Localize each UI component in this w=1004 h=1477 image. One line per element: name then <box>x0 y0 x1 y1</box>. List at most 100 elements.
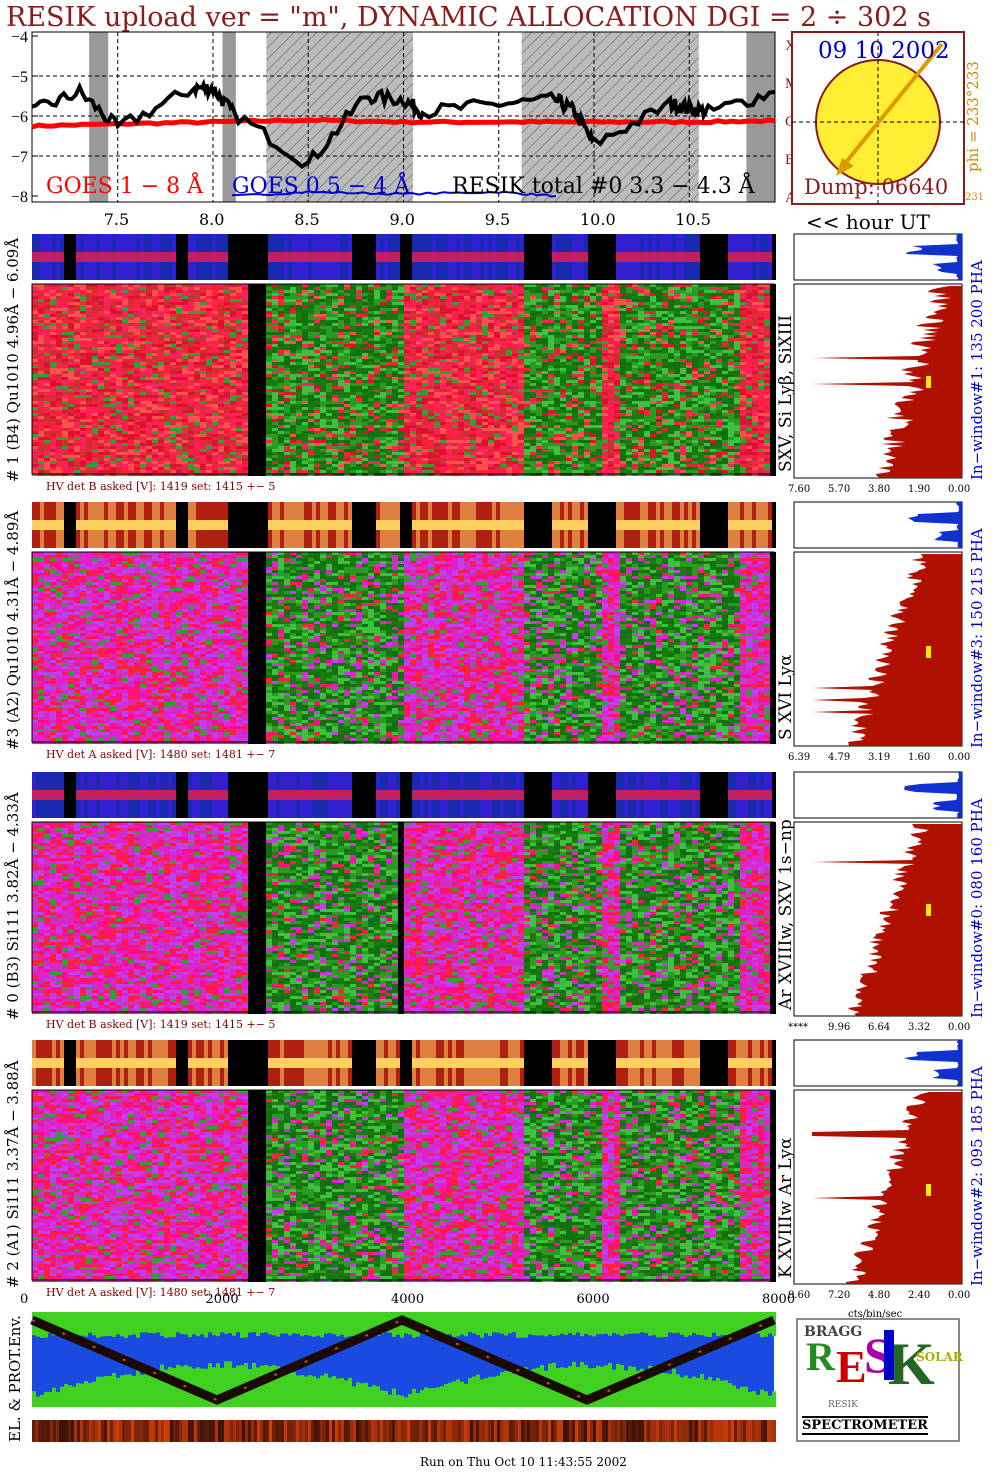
hist-axis-label: 6.39 <box>788 752 810 763</box>
bottom-tick-label: 6000 <box>577 1292 610 1307</box>
hv-label: HV det A asked [V]: 1480 set: 1481 +− 7 <box>46 748 275 761</box>
shaded-interval <box>89 32 109 202</box>
hist-axis-label: 2.40 <box>908 1290 930 1301</box>
hist-axis-label: 3.19 <box>868 752 890 763</box>
channel-label: # 0 (B3) Si111 3.82Å − 4.33Å <box>4 792 22 1020</box>
shaded-interval <box>746 32 775 202</box>
channel-ch0: HV det B asked [V]: 1419 set: 1415 +− 5 #… <box>0 771 1004 1042</box>
channel-strip <box>32 502 776 548</box>
lines-label: K XVIIIw Ar Lyα <box>776 1138 796 1278</box>
lines-label: S XVI Lyα <box>776 654 796 740</box>
x-tick-label: 7.5 <box>104 210 129 229</box>
hist-axis-label: 7.60 <box>788 484 810 495</box>
sun-panel: 09 10 2002 Dump: 06640 <box>791 31 965 205</box>
goes-chart: −4−5−6−7−8XMCBA <box>11 29 798 206</box>
hist-axis-label: 5.70 <box>828 484 850 495</box>
channel-ch3: HV det A asked [V]: 1480 set: 1481 +− 7 #… <box>0 501 1004 772</box>
window-label: In−window#1: 135 200 PHA <box>968 260 986 480</box>
channel-spectrogram <box>31 551 776 744</box>
sun-disk <box>791 31 965 205</box>
flare-class-label: X <box>785 38 796 54</box>
channel-label: # 2 (A1) Si111 3.37Å − 3.88Å <box>4 1060 22 1288</box>
bottom-axis: 0 2000 4000 6000 8000 <box>0 1290 800 1314</box>
channel-ch1: HV det B asked [V]: 1419 set: 1415 +− 5 #… <box>0 233 1004 504</box>
hist-axis-label: 4.79 <box>828 752 850 763</box>
lines-label: Ar XVIIIw, SXV 1s−np <box>776 819 796 1010</box>
unit-label: cts/bin/sec <box>848 1309 902 1320</box>
hist-axis-label: 0.00 <box>948 1022 970 1033</box>
env-strip <box>32 1420 776 1442</box>
x-tick-label: 10.5 <box>675 210 711 229</box>
hist-axis-label: 0.00 <box>948 1290 970 1301</box>
legend-goes-short: GOES 0.5 − 4 Å <box>232 174 410 199</box>
bottom-tick-label: 2000 <box>206 1292 239 1307</box>
hist-axis-label: 9.96 <box>828 1022 850 1033</box>
logo-bragg: BRAGG <box>804 1324 862 1340</box>
bottom-tick-label: 8000 <box>762 1292 795 1307</box>
series-line-0 <box>31 116 776 130</box>
hist-axis-label: 0.00 <box>948 484 970 495</box>
channel-strip <box>32 234 776 280</box>
legend-goes-long: GOES 1 − 8 Å <box>46 174 203 199</box>
hour-axis: 7.5 8.0 8.5 9.0 9.5 10.0 10.5 <box>0 206 800 234</box>
hist-top <box>793 771 963 819</box>
sun-phi: phi = 233°233 <box>964 61 982 172</box>
logo-solar: SOLAR <box>916 1350 963 1364</box>
sun-direction-arrow <box>836 42 944 174</box>
series-line-2 <box>31 78 776 169</box>
x-tick-label: 9.0 <box>390 210 415 229</box>
lines-label: SXV, Si Lyβ, SiXIII <box>776 315 796 472</box>
hv-label: HV det A asked [V]: 1480 set: 1481 +− 7 <box>46 1286 275 1299</box>
footer-run: Run on Thu Oct 10 11:43:55 2002 <box>420 1455 627 1469</box>
hist-axis-label: 3.80 <box>868 484 890 495</box>
hist-axis-label: 7.20 <box>828 1290 850 1301</box>
hist-axis-label: 4.80 <box>868 1290 890 1301</box>
legend-resik: RESIK total #0 3.3 − 4.3 Å <box>452 174 755 199</box>
hist-main <box>793 1089 963 1285</box>
channel-strip <box>32 772 776 818</box>
y-tick-label: −8 <box>11 189 28 206</box>
hist-top <box>793 233 963 281</box>
sun-date: 09 10 2002 <box>818 38 950 64</box>
hist-axis-label: 0.00 <box>948 752 970 763</box>
shaded-interval <box>266 32 414 202</box>
y-tick-label: −4 <box>11 29 28 46</box>
bottom-tick-label: 0 <box>20 1292 28 1307</box>
shaded-interval <box>521 32 699 202</box>
env-label: EL. & PROT.Env. <box>6 1315 24 1442</box>
hist-main <box>793 821 963 1017</box>
flare-class-label: C <box>785 114 795 130</box>
hv-label: HV det B asked [V]: 1419 set: 1415 +− 5 <box>46 480 275 493</box>
hist-axis-label: **** <box>788 1022 808 1033</box>
hist-axis-label: 9.60 <box>788 1290 810 1301</box>
bottom-tick-label: 4000 <box>391 1292 424 1307</box>
hist-top <box>793 501 963 549</box>
hist-axis-label: 6.64 <box>868 1022 890 1033</box>
series-line-1 <box>231 190 557 198</box>
channel-spectrogram <box>31 283 776 476</box>
hist-main <box>793 283 963 479</box>
y-tick-label: −7 <box>11 149 28 166</box>
logo-resik: RESIK <box>828 1400 858 1410</box>
window-label: In−window#2: 095 185 PHA <box>968 1066 986 1286</box>
channel-strip <box>32 1040 776 1086</box>
resik-logo: R E S K BRAGG RESIK SOLAR SPECTROMETER <box>796 1318 963 1442</box>
flare-class-label: B <box>785 152 795 168</box>
hist-top <box>793 1039 963 1087</box>
hist-axis-label: 1.60 <box>908 752 930 763</box>
channel-ch2: HV det A asked [V]: 1480 set: 1481 +− 7 #… <box>0 1039 1004 1310</box>
hv-label: HV det B asked [V]: 1419 set: 1415 +− 5 <box>46 1018 275 1031</box>
hour-ut-label: << hour UT <box>806 210 930 234</box>
logo-spectrometer: SPECTROMETER <box>802 1416 928 1435</box>
plot-frame <box>31 31 776 203</box>
page-title: RESIK upload ver = "m", DYNAMIC ALLOCATI… <box>6 2 931 33</box>
goes-panel: −4−5−6−7−8XMCBA <box>0 29 800 207</box>
window-label: In−window#3: 150 215 PHA <box>968 528 986 748</box>
x-tick-label: 8.0 <box>199 210 224 229</box>
sun-dump: Dump: 06640 <box>804 175 948 199</box>
hist-main <box>793 551 963 747</box>
hist-axis-label: 1.90 <box>908 484 930 495</box>
x-tick-label: 10.0 <box>580 210 616 229</box>
hist-axis-label: 3.32 <box>908 1022 930 1033</box>
channel-label: # 1 (B4) Qu1010 4.96Å − 6.09Å <box>4 238 22 482</box>
